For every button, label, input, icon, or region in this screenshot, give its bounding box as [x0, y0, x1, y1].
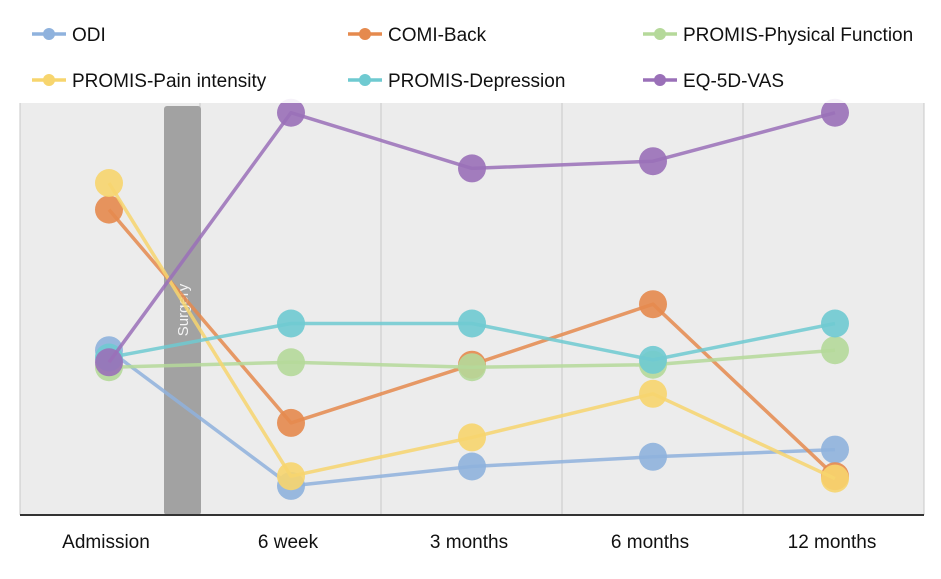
legend-item-promis-physical-function: PROMIS-Physical Function — [643, 25, 913, 46]
legend-item-promis-pain-intensity: PROMIS-Pain intensity — [32, 71, 267, 92]
point-promis-physical-function-1 — [277, 348, 305, 377]
series-eq-5d-vas — [95, 98, 849, 377]
legend-swatch-marker — [654, 28, 666, 40]
legend-item-odi: ODI — [32, 25, 106, 46]
point-comi-back-3 — [639, 290, 667, 319]
series-layer — [95, 98, 849, 500]
point-comi-back-1 — [277, 408, 305, 437]
legend-label: COMI-Back — [388, 25, 487, 46]
point-promis-pain-intensity-4 — [821, 464, 849, 493]
point-promis-depression-3 — [639, 345, 667, 374]
legend-label: PROMIS-Depression — [388, 71, 565, 92]
point-promis-depression-4 — [821, 309, 849, 338]
point-eq-5d-vas-0 — [95, 348, 123, 377]
point-eq-5d-vas-3 — [639, 147, 667, 176]
legend-item-promis-depression: PROMIS-Depression — [348, 71, 565, 92]
x-tick-label-4: 12 months — [788, 532, 877, 553]
legend-background — [0, 0, 941, 103]
point-comi-back-0 — [95, 195, 123, 224]
legend-label: PROMIS-Physical Function — [683, 25, 913, 46]
legend-label: EQ-5D-VAS — [683, 71, 784, 92]
legend: ODI COMI-Back PROMIS-Physical Function PROM… — [0, 0, 941, 103]
x-tick-label-3: 6 months — [611, 532, 689, 553]
point-promis-pain-intensity-1 — [277, 462, 305, 491]
point-odi-3 — [639, 442, 667, 471]
legend-swatch-marker — [43, 74, 55, 86]
x-tick-label-2: 3 months — [430, 532, 508, 553]
point-promis-physical-function-4 — [821, 336, 849, 365]
legend-swatch-marker — [359, 28, 371, 40]
point-eq-5d-vas-2 — [458, 154, 486, 183]
series-promis-pain-intensity — [95, 169, 849, 493]
point-promis-physical-function-2 — [458, 353, 486, 382]
legend-item-eq-5d-vas: EQ-5D-VAS — [643, 71, 784, 92]
legend-label: PROMIS-Pain intensity — [72, 71, 267, 92]
x-tick-label-0: Admission — [62, 532, 150, 553]
x-tick-label-1: 6 week — [258, 532, 319, 553]
point-promis-depression-1 — [277, 309, 305, 338]
point-promis-pain-intensity-0 — [95, 169, 123, 197]
point-odi-2 — [458, 452, 486, 481]
point-promis-depression-2 — [458, 309, 486, 338]
point-eq-5d-vas-1 — [277, 98, 305, 127]
point-promis-pain-intensity-2 — [458, 423, 486, 452]
point-promis-pain-intensity-3 — [639, 379, 667, 408]
legend-swatch-marker — [359, 74, 371, 86]
legend-swatch-marker — [654, 74, 666, 86]
point-eq-5d-vas-4 — [821, 98, 849, 127]
legend-item-comi-back: COMI-Back — [348, 25, 487, 46]
x-axis-tick-labels: Admission 6 week 3 months 6 months 12 months — [62, 532, 876, 553]
point-odi-4 — [821, 435, 849, 464]
legend-label: ODI — [72, 25, 106, 46]
legend-swatch-marker — [43, 28, 55, 40]
